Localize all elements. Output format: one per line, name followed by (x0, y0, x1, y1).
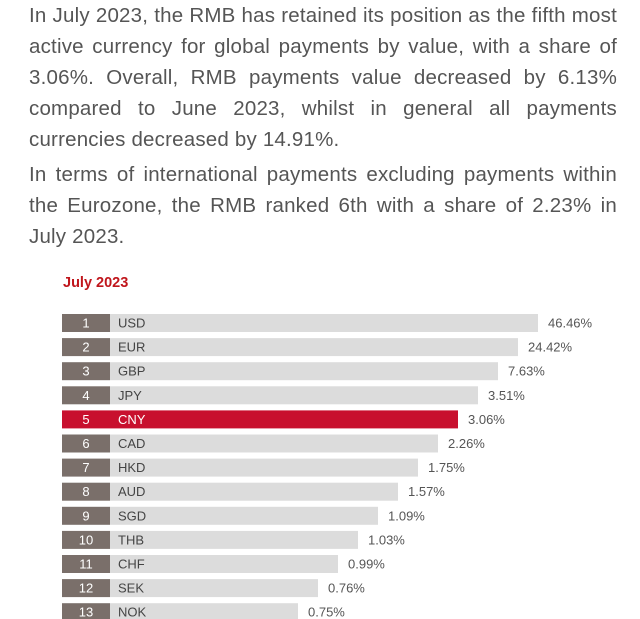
rank-label-8: 8 (82, 484, 89, 499)
value-label-chf: 0.99% (348, 557, 385, 572)
currency-label-thb: THB (118, 532, 144, 547)
rank-box-13 (62, 603, 110, 619)
paragraph-1: In July 2023, the RMB has retained its p… (29, 4, 617, 151)
bar-cny (110, 410, 458, 429)
rank-box-2 (62, 338, 110, 357)
bar-nok (110, 603, 298, 619)
rank-box-4 (62, 386, 110, 405)
rank-box-11 (62, 555, 110, 573)
bar-eur (110, 338, 518, 357)
currency-label-sek: SEK (118, 581, 144, 596)
bar-sek (110, 579, 318, 598)
currency-label-sgd: SGD (118, 508, 146, 523)
rank-box-5 (62, 410, 110, 429)
value-label-hkd: 1.75% (428, 460, 465, 475)
rank-box-1 (62, 314, 110, 332)
rank-label-10: 10 (79, 532, 93, 547)
rank-label-9: 9 (82, 508, 89, 523)
chart-title: July 2023 (63, 275, 129, 291)
value-label-aud: 1.57% (408, 484, 445, 499)
value-label-jpy: 3.51% (488, 388, 525, 403)
intro-text: In July 2023, the RMB has retained its p… (29, 0, 617, 252)
value-label-thb: 1.03% (368, 532, 405, 547)
currency-label-cny: CNY (118, 412, 146, 427)
value-label-sgd: 1.09% (388, 508, 425, 523)
currency-label-eur: EUR (118, 340, 145, 355)
bar-usd (110, 314, 538, 332)
currency-label-cad: CAD (118, 436, 145, 451)
bar-hkd (110, 458, 418, 477)
paragraph-2: In terms of international payments exclu… (29, 163, 617, 248)
value-label-cad: 2.26% (448, 436, 485, 451)
bar-aud (110, 482, 398, 501)
bar-thb (110, 530, 358, 549)
rank-label-1: 1 (82, 316, 89, 331)
bar-cad (110, 434, 438, 453)
rank-label-13: 13 (79, 605, 93, 619)
value-label-cny: 3.06% (468, 412, 505, 427)
currency-label-usd: USD (118, 316, 145, 331)
currency-label-chf: CHF (118, 557, 145, 572)
rank-box-8 (62, 482, 110, 501)
rank-label-4: 4 (82, 388, 89, 403)
value-label-usd: 46.46% (548, 316, 593, 331)
rank-box-3 (62, 362, 110, 381)
value-label-sek: 0.76% (328, 581, 365, 596)
bar-jpy (110, 386, 478, 405)
rank-box-7 (62, 458, 110, 477)
currency-label-hkd: HKD (118, 460, 145, 475)
rank-label-12: 12 (79, 581, 93, 596)
rank-label-6: 6 (82, 436, 89, 451)
rank-label-7: 7 (82, 460, 89, 475)
rank-label-3: 3 (82, 364, 89, 379)
rank-label-2: 2 (82, 340, 89, 355)
currency-label-gbp: GBP (118, 364, 145, 379)
rank-label-5: 5 (82, 412, 89, 427)
rank-box-6 (62, 434, 110, 453)
value-label-nok: 0.75% (308, 605, 345, 619)
rank-box-9 (62, 506, 110, 525)
rank-label-11: 11 (79, 557, 93, 572)
bar-gbp (110, 362, 498, 381)
currency-label-jpy: JPY (118, 388, 142, 403)
value-label-eur: 24.42% (528, 340, 573, 355)
rank-box-10 (62, 530, 110, 549)
currency-label-aud: AUD (118, 484, 145, 499)
value-label-gbp: 7.63% (508, 364, 545, 379)
bar-chf (110, 555, 338, 573)
rank-box-12 (62, 579, 110, 598)
bar-sgd (110, 506, 378, 525)
currency-label-nok: NOK (118, 605, 147, 619)
